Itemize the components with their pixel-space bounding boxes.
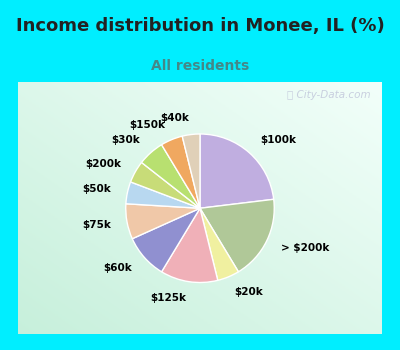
Wedge shape [126, 204, 200, 239]
Wedge shape [142, 145, 200, 208]
Text: $20k: $20k [235, 287, 264, 297]
Text: > $200k: > $200k [282, 243, 330, 253]
Wedge shape [182, 134, 200, 208]
Text: $60k: $60k [104, 263, 132, 273]
Text: ⓘ City-Data.com: ⓘ City-Data.com [288, 90, 371, 100]
Wedge shape [132, 208, 200, 272]
Wedge shape [126, 182, 200, 208]
Wedge shape [200, 199, 274, 272]
Wedge shape [162, 208, 218, 282]
Text: All residents: All residents [151, 59, 249, 73]
Text: $50k: $50k [83, 184, 112, 194]
Wedge shape [130, 162, 200, 208]
Text: $75k: $75k [82, 219, 111, 230]
Text: $125k: $125k [150, 293, 186, 303]
Text: Income distribution in Monee, IL (%): Income distribution in Monee, IL (%) [16, 17, 384, 35]
Text: $150k: $150k [129, 120, 165, 130]
Text: $100k: $100k [260, 135, 296, 146]
Wedge shape [200, 134, 274, 208]
Text: $40k: $40k [160, 113, 189, 123]
Wedge shape [162, 136, 200, 208]
Text: $30k: $30k [111, 135, 140, 146]
Wedge shape [200, 208, 238, 280]
Text: $200k: $200k [85, 159, 121, 169]
